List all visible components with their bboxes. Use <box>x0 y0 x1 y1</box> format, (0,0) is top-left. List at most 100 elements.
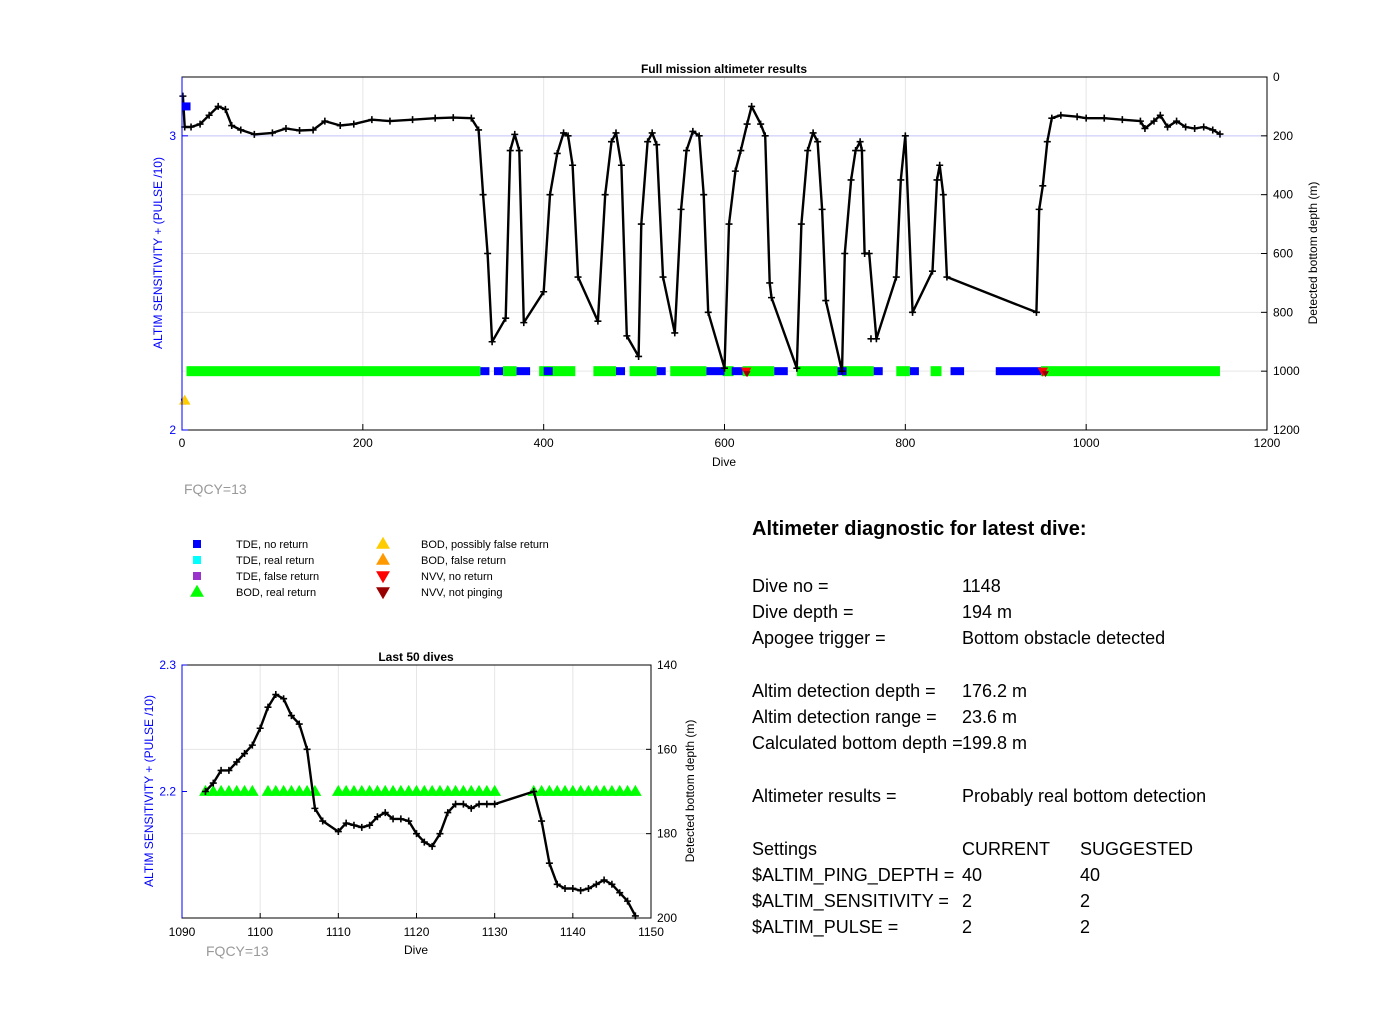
small-depth-point <box>569 884 577 892</box>
legend-marker-triangle-up <box>376 536 390 549</box>
main-depth-point <box>766 279 774 287</box>
legend-marker-triangle-up <box>190 584 204 597</box>
small-depth-point <box>233 758 241 766</box>
main-depth-point <box>793 364 801 372</box>
small-depth-point <box>444 809 452 817</box>
small-right-tick-label: 140 <box>657 658 677 672</box>
main-depth-point <box>336 122 344 130</box>
main-depth-point <box>1136 117 1144 125</box>
main-depth-point <box>386 117 394 125</box>
main-depth-point <box>847 176 855 184</box>
small-depth-point <box>311 804 319 812</box>
main-depth-point <box>689 127 697 135</box>
small-depth-point <box>436 830 444 838</box>
main-depth-point <box>748 102 756 110</box>
main-depth-point <box>939 191 947 199</box>
legend: TDE, no return TDE, real return TDE, false… <box>190 536 549 600</box>
small-depth-line <box>204 693 637 917</box>
legend-label: NVV, no return <box>421 571 493 583</box>
small-left-tick-label: 2.3 <box>159 658 176 672</box>
legend-marker-square <box>193 556 201 564</box>
bod-real-return-band <box>629 366 657 377</box>
diag-row: Altim detection depth = 176.2 m <box>752 681 1027 702</box>
main-ticks: 0 200 400 600 800 1000 1200 2 3 0 200 400 600 800 1000… <box>169 70 1300 450</box>
main-depth-point <box>928 267 936 275</box>
setting-current: 40 <box>962 865 983 885</box>
bod-real-return-band <box>896 366 910 377</box>
main-depth-point <box>564 132 572 140</box>
small-depth-point <box>592 880 600 888</box>
setting-suggested: 2 <box>1080 917 1091 937</box>
small-depth-point <box>295 720 303 728</box>
main-depth-point <box>761 132 769 140</box>
main-depth-point <box>637 220 645 228</box>
small-x-tick-label: 1110 <box>326 925 351 939</box>
small-x-tick-label: 1120 <box>404 925 430 939</box>
diag-value: Bottom obstacle detected <box>962 628 1166 648</box>
small-depth-point <box>381 809 389 817</box>
main-depth-point <box>909 308 917 316</box>
legend-label: NVV, not pinging <box>421 587 503 599</box>
main-depth-point <box>809 129 817 137</box>
legend-marker-triangle-down <box>376 587 390 600</box>
tde-no-return-band <box>774 367 788 376</box>
small-depth-point <box>405 817 413 825</box>
small-depth-point <box>280 695 288 703</box>
bod-real-return-band <box>796 366 838 377</box>
small-bod-real-return-marker <box>628 784 642 796</box>
small-x-tick-label: 1140 <box>560 925 586 939</box>
legend-marker-triangle-up <box>376 552 390 565</box>
small-left-tick-label: 2.2 <box>159 785 176 799</box>
main-depth-point <box>1216 130 1224 138</box>
main-right-tick-label: 0 <box>1273 70 1280 84</box>
main-depth-point <box>704 308 712 316</box>
small-depth-point <box>389 815 397 823</box>
diag-label: Altimeter results = <box>752 786 897 806</box>
main-right-tick-label: 800 <box>1273 305 1293 319</box>
small-x-label: Dive <box>404 943 428 957</box>
main-depth-point <box>943 273 951 281</box>
tde-no-return-band <box>616 367 626 376</box>
main-right-tick-label: 1200 <box>1273 423 1300 437</box>
main-x-label: Dive <box>712 455 736 469</box>
main-depth-point <box>350 120 358 128</box>
main-depth-point <box>467 114 475 122</box>
diag-label: Altim detection depth = <box>752 681 936 701</box>
main-depth-point <box>488 338 496 346</box>
main-depth-point <box>897 176 905 184</box>
small-depth-point <box>624 897 632 905</box>
main-x-tick-label: 800 <box>895 436 915 450</box>
diag-value: 199.8 m <box>962 733 1028 753</box>
bod-real-return-band <box>502 366 517 377</box>
bod-real-return-band <box>1040 366 1220 377</box>
main-depth-point <box>933 176 941 184</box>
small-depth-point <box>319 817 327 825</box>
main-depth-point <box>721 364 728 372</box>
main-depth-point <box>892 273 900 281</box>
settings-header-suggested: SUGGESTED <box>1080 839 1194 859</box>
small-right-y-label: Detected bottom depth (m) <box>683 720 697 863</box>
main-depth-point <box>648 129 656 137</box>
main-depth-point <box>321 117 329 125</box>
main-depth-point <box>546 191 554 199</box>
small-bod-real-return-marker <box>308 784 322 796</box>
main-depth-point <box>671 329 679 337</box>
small-depth-point <box>561 884 569 892</box>
main-x-tick-label: 0 <box>179 436 186 450</box>
main-depth-point <box>797 220 805 228</box>
main-depth-point <box>841 250 849 257</box>
settings-row: $ALTIM_PING_DEPTH = 40 40 <box>752 865 1100 886</box>
small-depth-point <box>373 813 381 821</box>
small-depth-point <box>264 703 272 711</box>
small-depth-point <box>459 800 467 808</box>
main-depth-point <box>936 161 944 169</box>
small-chart: Last 50 dives 1090 1100 1110 1120 1130 1140 11… <box>142 650 697 959</box>
main-depth-point <box>818 205 826 213</box>
main-depth-point <box>574 273 582 281</box>
small-depth-point <box>538 817 546 825</box>
main-depth-point <box>635 352 643 360</box>
legend-label: TDE, real return <box>236 555 314 567</box>
main-left-tick-label: 2 <box>169 423 176 437</box>
small-depth-point <box>358 823 366 831</box>
main-depth-point <box>1200 123 1208 131</box>
